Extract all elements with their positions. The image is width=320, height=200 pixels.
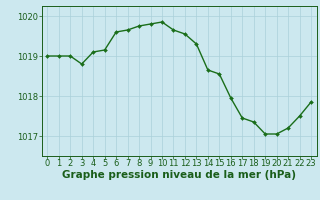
X-axis label: Graphe pression niveau de la mer (hPa): Graphe pression niveau de la mer (hPa) bbox=[62, 170, 296, 180]
